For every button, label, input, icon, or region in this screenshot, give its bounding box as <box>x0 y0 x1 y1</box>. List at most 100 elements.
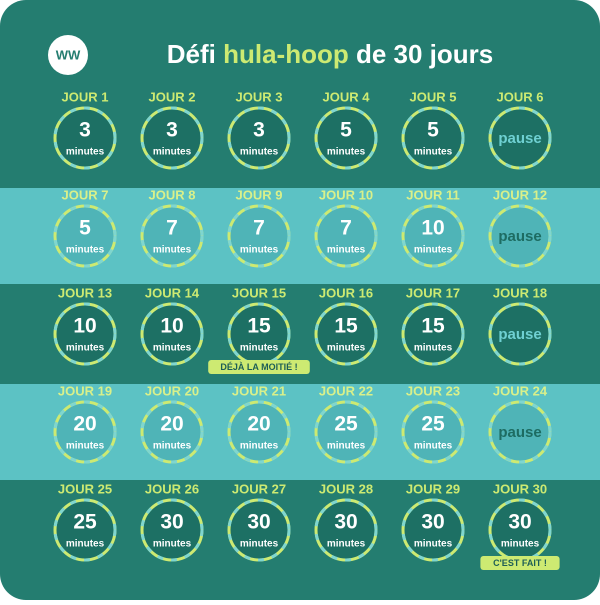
minutes-value: 5 <box>79 217 91 240</box>
day-label: JOUR 24 <box>493 383 548 398</box>
minutes-unit: minutes <box>327 245 366 256</box>
minutes-value: 25 <box>334 413 358 436</box>
minutes-value: 5 <box>427 119 439 142</box>
hoop-dash <box>227 400 291 464</box>
minutes-value: 5 <box>340 119 352 142</box>
day-label: JOUR 26 <box>145 481 199 496</box>
minutes-unit: minutes <box>414 539 453 550</box>
day-label: JOUR 1 <box>62 89 109 104</box>
hoop-dash <box>53 302 117 366</box>
minutes-value: 25 <box>421 413 445 436</box>
day-label: JOUR 7 <box>62 187 109 202</box>
minutes-unit: minutes <box>66 343 105 354</box>
day-label: JOUR 3 <box>236 89 283 104</box>
minutes-unit: minutes <box>240 245 279 256</box>
minutes-unit: minutes <box>153 245 192 256</box>
day-label: JOUR 20 <box>145 383 199 398</box>
minutes-value: 7 <box>340 217 352 240</box>
hoop-dash <box>314 302 378 366</box>
hoop-dash <box>140 302 204 366</box>
minutes-unit: minutes <box>153 441 192 452</box>
hoop-dash <box>140 400 204 464</box>
minutes-unit: minutes <box>240 147 279 158</box>
hoop-dash <box>488 204 552 268</box>
minutes-unit: minutes <box>327 539 366 550</box>
day-label: JOUR 28 <box>319 481 373 496</box>
minutes-value: 30 <box>508 511 531 534</box>
hoop-dash <box>401 106 465 170</box>
minutes-unit: minutes <box>66 441 105 452</box>
minutes-value: 3 <box>166 119 178 142</box>
hoop-dash <box>140 106 204 170</box>
minutes-unit: minutes <box>240 441 279 452</box>
pause: pause <box>498 326 541 343</box>
day-label: JOUR 12 <box>493 187 547 202</box>
minutes-unit: minutes <box>414 343 453 354</box>
minutes-value: 3 <box>253 119 265 142</box>
pause: pause <box>498 228 541 245</box>
title: Défi hula-hoop de 30 jours <box>167 39 494 69</box>
hoop-dash <box>314 498 378 562</box>
minutes-value: 30 <box>160 511 183 534</box>
day-label: JOUR 29 <box>406 481 460 496</box>
minutes-unit: minutes <box>66 147 105 158</box>
hoop-dash <box>401 204 465 268</box>
minutes-value: 15 <box>421 315 445 338</box>
minutes-value: 30 <box>421 511 444 534</box>
minutes-value: 20 <box>160 413 183 436</box>
logo-circle <box>48 35 88 75</box>
hoop-dash <box>53 106 117 170</box>
hoop-dash <box>401 400 465 464</box>
hoop-dash <box>227 106 291 170</box>
title-end: de 30 jours <box>356 39 493 69</box>
hoop-dash <box>488 302 552 366</box>
hoop-dash <box>53 400 117 464</box>
minutes-unit: minutes <box>414 147 453 158</box>
minutes-value: 25 <box>73 511 97 534</box>
minutes-unit: minutes <box>327 441 366 452</box>
badge: C'EST FAIT ! <box>493 558 547 568</box>
title-start: Défi <box>167 39 216 69</box>
day-label: JOUR 6 <box>497 89 544 104</box>
hoop-dash <box>227 498 291 562</box>
day-label: JOUR 18 <box>493 285 547 300</box>
hoop-dash <box>401 302 465 366</box>
minutes-unit: minutes <box>327 147 366 158</box>
pause: pause <box>498 130 541 147</box>
minutes-value: 10 <box>421 217 444 240</box>
hoop-dash <box>488 400 552 464</box>
minutes-value: 30 <box>334 511 357 534</box>
minutes-unit: minutes <box>414 441 453 452</box>
day-label: JOUR 19 <box>58 383 112 398</box>
minutes-value: 10 <box>160 315 183 338</box>
minutes-unit: minutes <box>153 343 192 354</box>
minutes-unit: minutes <box>153 147 192 158</box>
logo: WW <box>56 47 81 62</box>
hoop-dash <box>227 204 291 268</box>
day-label: JOUR 25 <box>58 481 112 496</box>
hoop-dash <box>401 498 465 562</box>
day-label: JOUR 10 <box>319 187 373 202</box>
minutes-value: 10 <box>73 315 96 338</box>
day-label: JOUR 22 <box>319 383 373 398</box>
day-label: JOUR 30 <box>493 481 547 496</box>
minutes-unit: minutes <box>153 539 192 550</box>
minutes-unit: minutes <box>66 245 105 256</box>
minutes-unit: minutes <box>240 539 279 550</box>
minutes-value: 3 <box>79 119 91 142</box>
minutes-value: 7 <box>166 217 178 240</box>
day-label: JOUR 2 <box>149 89 196 104</box>
day-label: JOUR 8 <box>149 187 196 202</box>
day-label: JOUR 13 <box>58 285 112 300</box>
minutes-value: 15 <box>247 315 271 338</box>
pause: pause <box>498 424 541 441</box>
hoop-dash <box>488 106 552 170</box>
minutes-unit: minutes <box>240 343 279 354</box>
minutes-value: 7 <box>253 217 265 240</box>
day-label: JOUR 11 <box>406 187 459 202</box>
day-label: JOUR 23 <box>406 383 460 398</box>
hoop-dash <box>314 204 378 268</box>
minutes-unit: minutes <box>501 539 540 550</box>
day-label: JOUR 9 <box>236 187 283 202</box>
